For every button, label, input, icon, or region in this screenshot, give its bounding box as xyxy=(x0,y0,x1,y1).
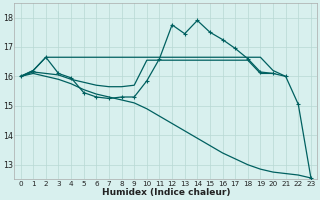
X-axis label: Humidex (Indice chaleur): Humidex (Indice chaleur) xyxy=(101,188,230,197)
